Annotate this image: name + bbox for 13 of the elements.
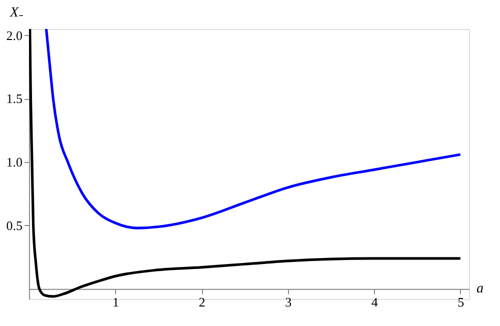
- line-series: [29, 29, 462, 298]
- y-tick-label: 2.0: [6, 28, 22, 43]
- y-tick-label: 0.5: [6, 218, 22, 233]
- line-series: [44, 29, 462, 230]
- x-tick-label: 2: [198, 294, 206, 310]
- x-axis-title: a: [476, 281, 484, 296]
- x-tick-label: 4: [371, 294, 378, 310]
- y-tick-label: 1.0: [6, 154, 22, 170]
- x-tick-label: 3: [285, 294, 292, 310]
- y-tick-label: 1.5: [6, 91, 22, 106]
- y-axis-title: X₋: [8, 6, 24, 20]
- x-tick-label: 1: [112, 294, 120, 310]
- x-tick-label: 5: [458, 294, 464, 310]
